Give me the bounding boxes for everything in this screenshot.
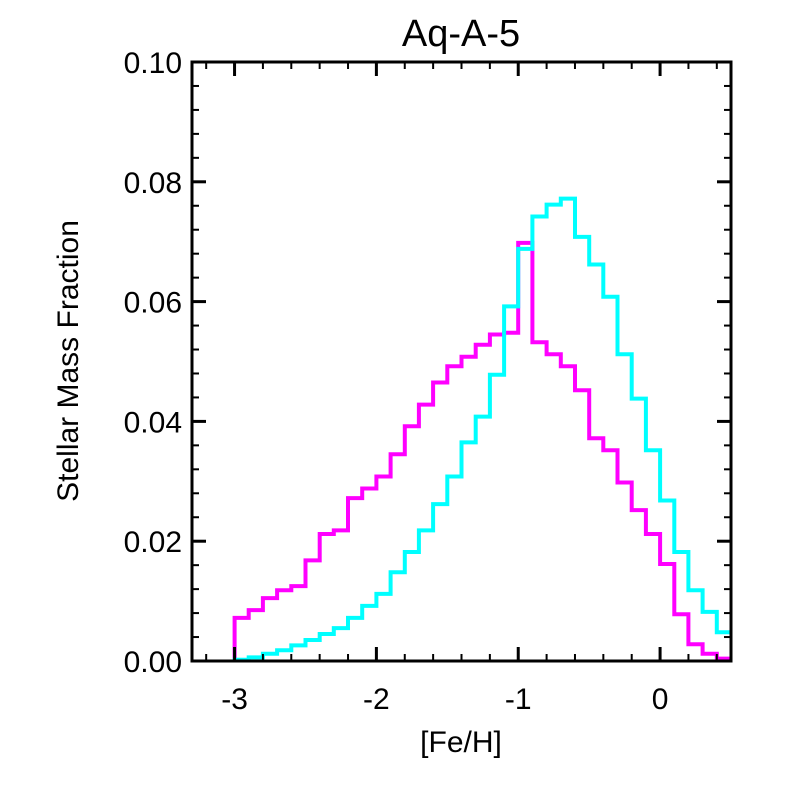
chart-title: Aq-A-5 <box>402 13 520 55</box>
y-tick-label: 0.02 <box>124 526 182 559</box>
y-axis-label: Stellar Mass Fraction <box>52 220 85 502</box>
x-tick-labels: -3 -2 -1 0 <box>221 683 668 716</box>
x-tick-label: -2 <box>363 683 390 716</box>
y-tick-label: 0.06 <box>124 287 182 320</box>
x-tick-label: 0 <box>652 683 669 716</box>
y-tick-label: 0.00 <box>124 646 182 679</box>
y-tick-label: 0.08 <box>124 167 182 200</box>
series-cyan-line <box>232 196 731 662</box>
series-layer <box>232 196 731 662</box>
y-tick-label: 0.10 <box>124 47 182 80</box>
plot-frame <box>190 60 733 663</box>
series-magenta-line <box>232 240 731 661</box>
x-axis-label: [Fe/H] <box>420 726 502 759</box>
x-tick-label: -1 <box>505 683 532 716</box>
y-tick-label: 0.04 <box>124 406 182 439</box>
x-tick-label: -3 <box>221 683 248 716</box>
y-tick-labels: 0.00 0.02 0.04 0.06 0.08 0.10 <box>124 47 182 679</box>
